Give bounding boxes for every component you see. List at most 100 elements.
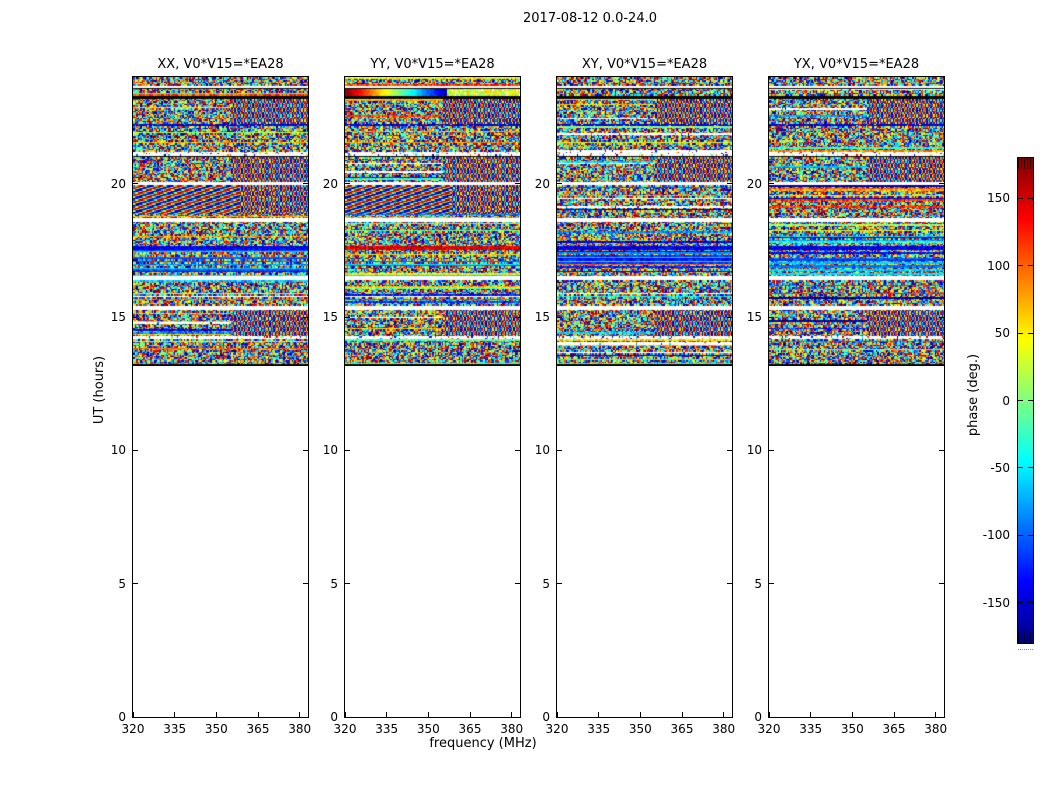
y-tick-label: 5	[542, 576, 550, 591]
subplot-title-yx: YX, V0*V15=*EA28	[793, 57, 920, 72]
y-tick-xy	[727, 183, 732, 185]
y-tick-xx	[303, 183, 308, 185]
colorbar-tick-label: -100	[982, 528, 1010, 543]
x-tick-label: 320	[121, 722, 145, 736]
phase-heatmap-xx	[133, 77, 308, 366]
y-tick-label: 15	[746, 310, 762, 324]
y-tick-yy	[345, 183, 350, 185]
x-tick-label: 350	[204, 722, 228, 736]
x-tick-label: 335	[375, 722, 399, 736]
y-tick-yy	[515, 716, 520, 718]
axes-frame-yx	[768, 76, 945, 718]
x-tick-xx	[257, 712, 259, 717]
y-tick-xy	[727, 316, 732, 318]
y-tick-label: 10	[746, 443, 762, 458]
x-tick-label: 380	[500, 722, 524, 736]
y-tick-yx	[769, 449, 774, 451]
x-tick-xy	[556, 712, 558, 717]
subplot-title-xx: XX, V0*V15=*EA28	[157, 57, 284, 72]
colorbar-gradient	[1018, 158, 1033, 643]
x-tick-label: 365	[882, 722, 906, 736]
x-tick-label: 365	[670, 722, 694, 736]
colorbar-end-hatch-top	[1018, 158, 1033, 169]
y-tick-xx	[303, 583, 308, 585]
colorbar-tick-label: 50	[994, 326, 1010, 341]
x-tick-xx	[299, 712, 301, 717]
y-tick-xx	[303, 449, 308, 451]
y-tick-xy	[557, 583, 562, 585]
x-tick-label: 350	[628, 722, 652, 736]
y-tick-label: 5	[754, 576, 762, 591]
x-tick-label: 335	[163, 722, 187, 736]
colorbar-tick	[1018, 467, 1023, 469]
x-tick-xx	[132, 712, 134, 717]
subplot-title-yy: YY, V0*V15=*EA28	[370, 57, 495, 72]
colorbar-tick	[1028, 400, 1033, 401]
colorbar-tick	[1018, 534, 1023, 536]
y-tick-label: 15	[534, 310, 550, 324]
x-tick-yy	[469, 712, 471, 717]
x-tick-yx	[768, 712, 770, 717]
y-tick-xx	[133, 316, 138, 318]
y-tick-label: 20	[534, 176, 550, 191]
colorbar-tick-label: 0	[1002, 393, 1010, 408]
y-tick-label: 5	[330, 576, 338, 591]
phase-heatmap-yx	[769, 77, 944, 366]
y-tick-label: 10	[110, 443, 126, 458]
x-tick-yy	[386, 712, 388, 717]
phase-heatmap-xy	[557, 77, 732, 366]
y-tick-xx	[303, 316, 308, 318]
y-tick-yx	[769, 183, 774, 185]
colorbar-tick	[1018, 265, 1023, 267]
colorbar-end-hatch-bottom	[1018, 632, 1033, 643]
colorbar-tick-label: 100	[987, 258, 1010, 273]
y-tick-xy	[727, 716, 732, 718]
y-tick-yx	[939, 183, 944, 185]
y-tick-xy	[727, 583, 732, 585]
x-tick-yx	[893, 712, 895, 717]
x-tick-xx	[215, 712, 217, 717]
y-tick-xy	[727, 449, 732, 451]
y-tick-xy	[557, 449, 562, 451]
y-tick-yy	[515, 316, 520, 318]
x-tick-yy	[427, 712, 429, 717]
figure-title: 2017-08-12 0.0-24.0	[523, 11, 657, 26]
x-tick-yx	[810, 712, 812, 717]
y-tick-label: 10	[534, 443, 550, 458]
y-tick-yy	[345, 716, 350, 718]
y-tick-yx	[939, 583, 944, 585]
x-tick-yy	[344, 712, 346, 717]
colorbar-tick	[1018, 332, 1023, 334]
colorbar-tick-label: 150	[987, 191, 1010, 206]
x-tick-label: 365	[246, 722, 270, 736]
colorbar-tick	[1028, 332, 1033, 334]
x-tick-label: 365	[458, 722, 482, 736]
y-tick-yy	[345, 583, 350, 585]
y-tick-yx	[939, 449, 944, 451]
colorbar-tick	[1018, 197, 1023, 199]
colorbar-tick	[1028, 602, 1033, 604]
phase-heatmap-yy	[345, 77, 520, 366]
y-tick-yy	[345, 316, 350, 318]
y-tick-label: 15	[110, 310, 126, 324]
y-tick-label: 0	[330, 710, 338, 724]
colorbar-frame	[1017, 157, 1034, 644]
colorbar-tick	[1028, 534, 1033, 536]
axes-frame-yy	[344, 76, 521, 718]
colorbar-tick-label: -50	[990, 460, 1010, 475]
x-tick-label: 350	[416, 722, 440, 736]
y-tick-label: 15	[322, 310, 338, 324]
y-tick-label: 20	[746, 176, 762, 191]
x-tick-label: 320	[757, 722, 781, 736]
y-tick-xx	[133, 183, 138, 185]
y-tick-yx	[769, 316, 774, 318]
subplot-title-xy: XY, V0*V15=*EA28	[581, 57, 708, 72]
y-tick-xx	[133, 583, 138, 585]
colorbar-tick	[1018, 602, 1023, 604]
x-tick-label: 350	[840, 722, 864, 736]
x-tick-label: 380	[924, 722, 948, 736]
colorbar-tick	[1028, 467, 1033, 469]
y-tick-xx	[303, 716, 308, 718]
x-tick-xy	[723, 712, 725, 717]
